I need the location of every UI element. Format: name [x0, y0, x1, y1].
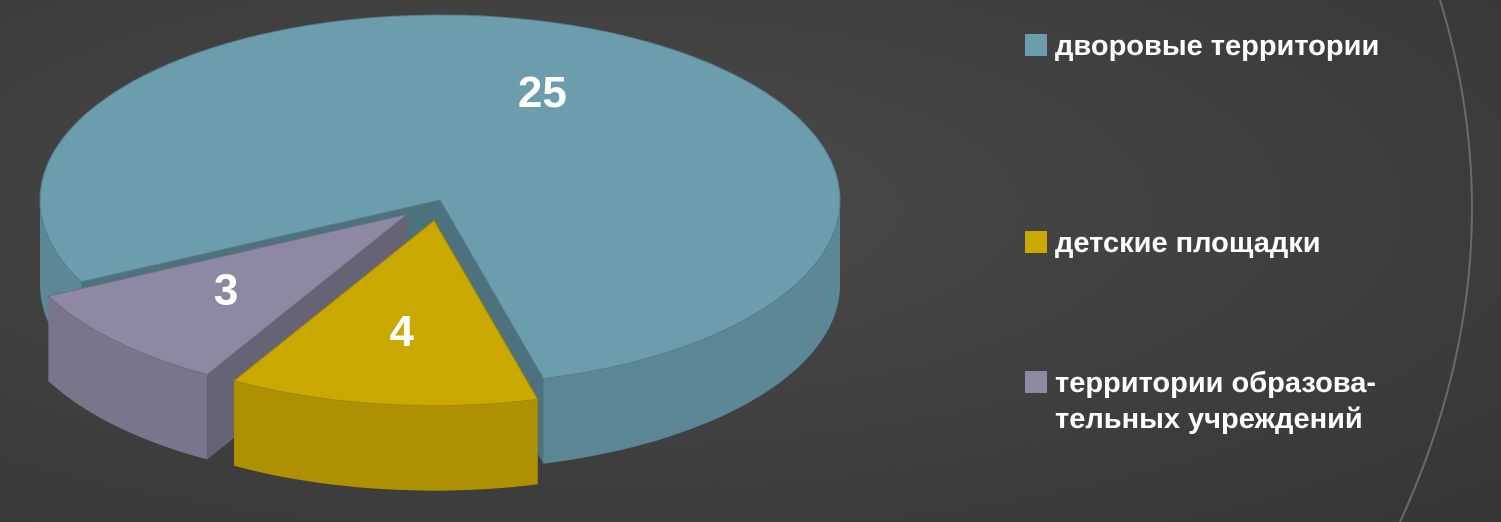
legend-swatch [1025, 34, 1047, 56]
data-label: 4 [390, 307, 415, 356]
legend-label: дворовые территории [1055, 30, 1380, 62]
legend-swatch [1025, 371, 1047, 393]
data-label: 25 [518, 68, 567, 117]
legend-label: детские площадки [1055, 227, 1321, 259]
legend-item: территории образова- тельных учреждений [1025, 365, 1501, 437]
decor-arc [1399, 0, 1473, 522]
legend-item: детские площадки [1025, 225, 1501, 261]
data-label: 3 [214, 265, 238, 314]
legend-label: территории образова- тельных учреждений [1055, 367, 1377, 435]
slice [39, 14, 841, 380]
legend-swatch [1025, 231, 1047, 253]
slice-rim [543, 200, 840, 464]
slice [47, 213, 408, 375]
slice [233, 219, 539, 407]
slice-rim [234, 380, 538, 491]
slice-rim [48, 296, 208, 460]
legend-item: дворовые территории [1025, 28, 1501, 64]
